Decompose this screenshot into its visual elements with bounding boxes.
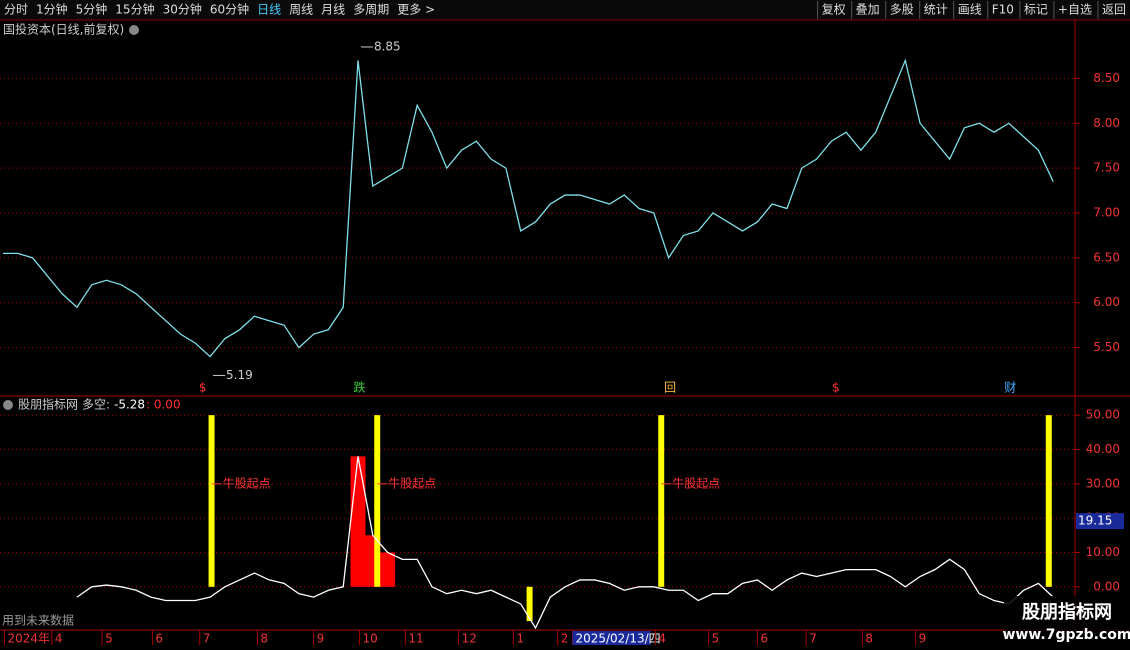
toolbar-button[interactable]: 标记 — [1024, 3, 1048, 17]
toolbar — [0, 0, 1130, 20]
y-tick-label: 5.50 — [1093, 340, 1120, 354]
signal-bar — [658, 415, 665, 587]
event-marker[interactable]: 跌 — [353, 380, 365, 395]
toolbar-button[interactable]: 多股 — [890, 3, 914, 17]
x-tick-label: 9 — [919, 632, 927, 646]
y-tick-label: 40.00 — [1086, 442, 1120, 456]
toolbar-button[interactable]: 叠加 — [856, 3, 880, 17]
watermark: 股朋指标网 — [1021, 601, 1112, 623]
y-tick-label: 7.50 — [1093, 161, 1120, 175]
current-value-box — [1076, 513, 1124, 530]
title-menu-icon[interactable] — [129, 25, 139, 35]
y-tick-label: 7.00 — [1093, 206, 1120, 220]
y-tick-label: 30.00 — [1086, 476, 1120, 490]
toolbar-item[interactable]: 60分钟 — [210, 2, 249, 17]
toolbar-item[interactable]: 30分钟 — [163, 2, 202, 17]
y-tick-label: 6.00 — [1093, 295, 1120, 309]
x-tick-label: 8 — [865, 632, 873, 646]
x-tick-label: 1 — [516, 632, 524, 646]
toolbar-button[interactable]: 统计 — [924, 3, 948, 17]
cursor-date-box — [572, 631, 651, 645]
y-tick-label: 8.50 — [1093, 71, 1120, 85]
watermark-box — [1004, 596, 1130, 650]
x-tick-label: 11 — [408, 632, 423, 646]
signal-bar — [208, 415, 215, 587]
x-tick-label: 7 — [203, 632, 211, 646]
event-marker[interactable]: $ — [199, 381, 207, 395]
y-tick-label: 8.00 — [1093, 116, 1120, 130]
toolbar-button[interactable]: +自选 — [1058, 3, 1092, 17]
toolbar-item[interactable]: 多周期 — [353, 3, 389, 17]
series-line — [76, 456, 1054, 630]
positive-area — [380, 552, 396, 587]
x-tick-label: 9 — [317, 632, 325, 646]
x-tick-label: 7 — [809, 632, 817, 646]
signal-bar — [374, 415, 381, 587]
toolbar-button[interactable]: F10 — [992, 3, 1014, 17]
toolbar-item[interactable]: 周线 — [289, 3, 313, 17]
extreme-label: 5.19 — [226, 368, 253, 382]
annotation: 牛股起点 — [672, 475, 720, 490]
price-title: 国投资本(日线,前复权) — [3, 22, 124, 37]
toolbar-item[interactable]: 15分钟 — [115, 2, 154, 17]
x-tick-label: 2025/02/13/四 — [575, 632, 660, 646]
signal-bar — [526, 586, 533, 622]
toolbar-button[interactable]: 返回 — [1102, 3, 1126, 17]
indicator-title: 股朋指标网 — [18, 397, 78, 412]
toolbar-button[interactable]: 画线 — [958, 3, 982, 17]
y-tick-label: 10.00 — [1086, 545, 1120, 559]
x-tick-label: 4 — [658, 632, 666, 646]
x-tick-label: 8 — [260, 632, 268, 646]
future-data-note: 用到未来数据 — [2, 613, 74, 628]
indicator-current: -5.28 — [114, 398, 145, 412]
y-tick-label: 0.00 — [1093, 579, 1120, 593]
x-tick-label: 4 — [55, 632, 63, 646]
annotation: 牛股起点 — [388, 475, 436, 490]
series-line — [3, 58, 1054, 358]
toolbar-item[interactable]: 分时 — [4, 3, 28, 17]
indicator-series-name: 多空: — [82, 398, 110, 412]
extreme-label: 8.85 — [374, 39, 401, 53]
toolbar-button[interactable]: 复权 — [822, 3, 846, 17]
x-tick-label: 5 — [712, 632, 720, 646]
toolbar-item[interactable]: 更多 > — [397, 3, 435, 17]
event-marker[interactable]: 回 — [664, 381, 676, 395]
toolbar-item[interactable]: 1分钟 — [36, 2, 68, 17]
x-tick-label: 10 — [362, 632, 377, 646]
toolbar-item[interactable]: 日线 — [257, 3, 281, 17]
x-tick-label: 6 — [155, 632, 163, 646]
x-tick-label: 2 — [561, 632, 569, 646]
signal-bar — [1045, 415, 1052, 587]
positive-area — [350, 456, 366, 587]
toolbar-item[interactable]: 5分钟 — [76, 2, 108, 17]
x-tick-label: 12 — [462, 632, 477, 646]
y-tick-label: 50.00 — [1086, 408, 1120, 422]
annotation: 牛股起点 — [223, 475, 271, 490]
x-tick-label: 2024年 — [7, 632, 50, 646]
x-tick-label: 5 — [105, 632, 113, 646]
y-tick-label: 6.50 — [1093, 250, 1120, 264]
watermark-url: www.7gpzb.com — [1002, 627, 1130, 643]
event-marker[interactable]: $ — [832, 381, 840, 395]
toolbar-item[interactable]: 月线 — [321, 3, 345, 17]
current-value: 19.15 — [1078, 514, 1112, 528]
indicator-suffix: : 0.00 — [146, 398, 181, 412]
x-tick-label: 6 — [760, 632, 768, 646]
event-marker[interactable]: 财 — [1004, 381, 1016, 395]
indicator-menu-icon[interactable] — [3, 400, 13, 410]
